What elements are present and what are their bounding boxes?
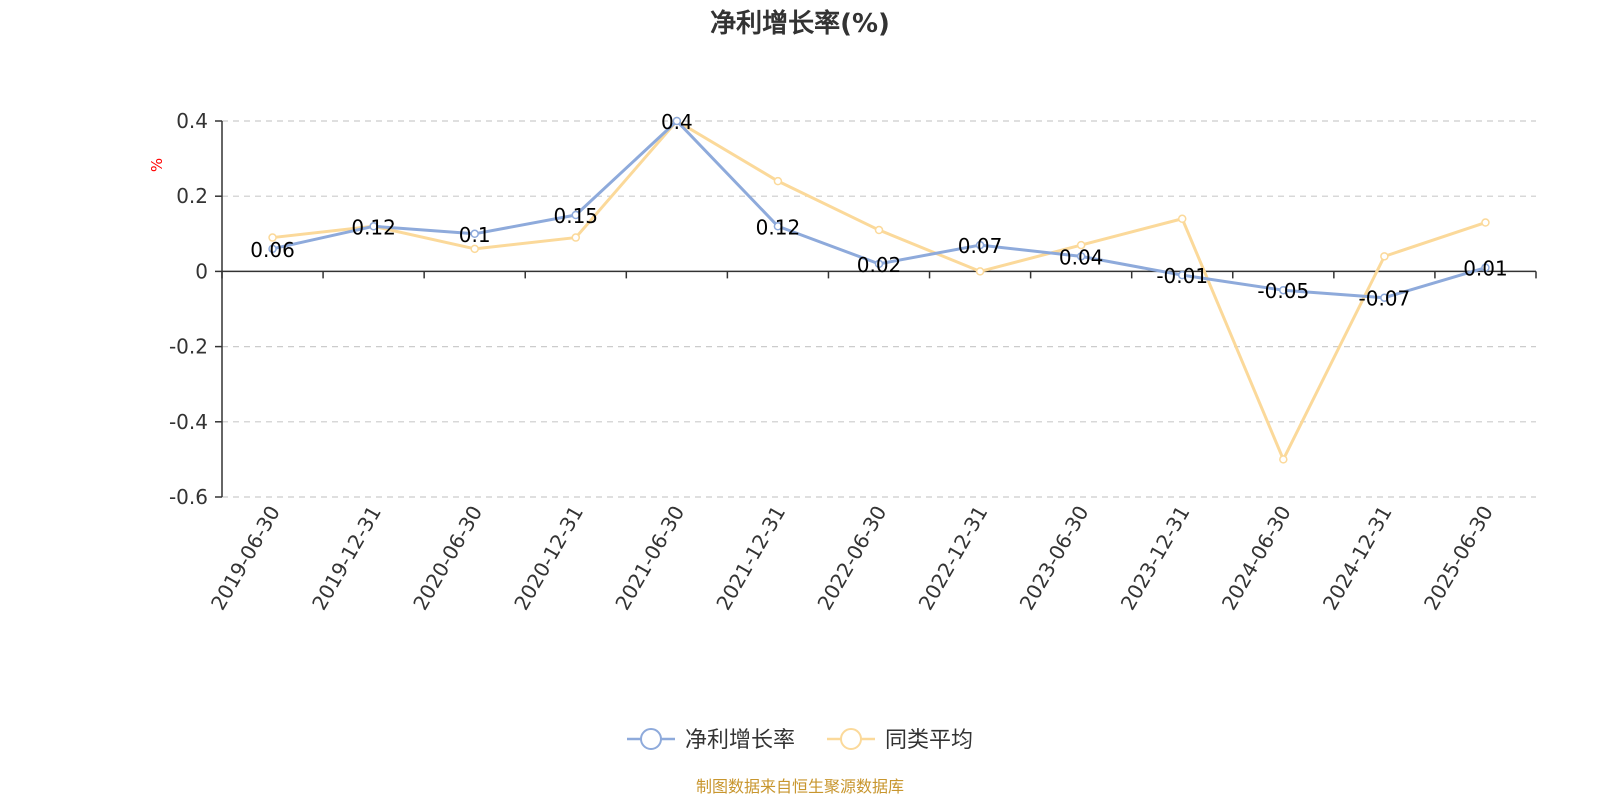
data-point-net-profit-growth[interactable] bbox=[571, 210, 581, 220]
data-labels: 0.06 0.12 0.1 0.15 0.4 0.12 0.02 0.07 0.04 -0.01 -… bbox=[250, 110, 1507, 311]
data-label: 0.12 bbox=[351, 215, 396, 239]
y-tick-label: 0 bbox=[195, 259, 208, 283]
x-tick-label: 2022-12-31 bbox=[914, 502, 993, 615]
data-point-peer-average[interactable] bbox=[470, 244, 479, 254]
data-point-net-profit-growth[interactable] bbox=[1481, 263, 1490, 272]
data-point-net-profit-growth[interactable] bbox=[1279, 285, 1288, 295]
data-label: 0.07 bbox=[958, 234, 1003, 258]
data-point-net-profit-growth[interactable] bbox=[470, 229, 479, 239]
data-point-net-profit-growth[interactable] bbox=[773, 222, 783, 231]
gridlines bbox=[222, 120, 1536, 498]
data-label: 0.1 bbox=[459, 223, 491, 247]
data-label: 0.12 bbox=[756, 215, 801, 239]
x-tick-label: 2025-06-30 bbox=[1419, 502, 1498, 615]
data-point-net-profit-growth[interactable] bbox=[874, 259, 884, 269]
y-tick-label: -0.4 bbox=[169, 410, 208, 434]
y-tick-label: 0.2 bbox=[176, 184, 208, 208]
data-label: 0.01 bbox=[1463, 257, 1508, 281]
x-tick-label: 2022-06-30 bbox=[812, 502, 891, 615]
data-point-net-profit-growth[interactable] bbox=[672, 116, 682, 126]
data-point-peer-average[interactable] bbox=[975, 267, 985, 276]
x-tick-label: 2020-12-31 bbox=[509, 502, 588, 615]
data-point-peer-average[interactable] bbox=[874, 225, 884, 235]
data-point-peer-average[interactable] bbox=[1076, 240, 1086, 250]
data-label: 0.06 bbox=[250, 238, 295, 262]
x-tick-label: 2020-06-30 bbox=[408, 502, 487, 615]
x-tick-label: 2019-12-31 bbox=[307, 502, 386, 615]
legend[interactable]: 净利增长率 同类平均 bbox=[627, 728, 973, 753]
data-label: -0.07 bbox=[1359, 287, 1411, 311]
data-label: -0.05 bbox=[1257, 279, 1309, 303]
data-label: 0.04 bbox=[1059, 245, 1104, 269]
legend-item-net-profit-growth[interactable]: 净利增长率 bbox=[627, 728, 795, 753]
data-point-peer-average[interactable] bbox=[773, 176, 783, 186]
y-tick-label: -0.6 bbox=[169, 485, 208, 509]
legend-circle-icon bbox=[640, 728, 662, 750]
data-point-net-profit-growth[interactable] bbox=[975, 240, 985, 250]
data-point-net-profit-growth[interactable] bbox=[369, 222, 378, 231]
data-label: -0.01 bbox=[1156, 264, 1208, 288]
x-tick-label: 2021-06-30 bbox=[610, 502, 689, 615]
data-point-peer-average[interactable] bbox=[1279, 455, 1288, 464]
y-tick-label: -0.2 bbox=[169, 335, 208, 359]
data-label: 0.4 bbox=[661, 110, 693, 134]
data-point-peer-average[interactable] bbox=[571, 233, 581, 242]
legend-item-peer-average[interactable]: 同类平均 bbox=[827, 728, 973, 753]
data-label: 0.02 bbox=[857, 253, 902, 277]
legend-label: 同类平均 bbox=[885, 728, 973, 753]
x-tick-label: 2023-06-30 bbox=[1015, 502, 1094, 615]
x-tick-label: 2019-06-30 bbox=[206, 502, 285, 615]
data-point-net-profit-growth[interactable] bbox=[1076, 252, 1086, 261]
chart-title: 净利增长率(%) bbox=[710, 8, 890, 39]
data-point-net-profit-growth[interactable] bbox=[1177, 270, 1187, 280]
x-tick-label: 2021-12-31 bbox=[711, 502, 790, 615]
data-point-peer-average[interactable] bbox=[1481, 218, 1490, 227]
source-note: 制图数据来自恒生聚源数据库 bbox=[696, 777, 904, 796]
data-point-peer-average[interactable] bbox=[1380, 252, 1389, 261]
data-label: 0.15 bbox=[554, 204, 599, 228]
series-lines bbox=[268, 116, 1490, 464]
x-tick-label: 2023-12-31 bbox=[1116, 502, 1195, 615]
x-tick-label: 2024-06-30 bbox=[1217, 502, 1296, 615]
data-point-net-profit-growth[interactable] bbox=[268, 244, 277, 254]
y-axis-unit-label: % bbox=[148, 158, 166, 172]
data-point-peer-average[interactable] bbox=[268, 233, 277, 242]
x-tick-label: 2024-12-31 bbox=[1318, 502, 1397, 615]
data-point-net-profit-growth[interactable] bbox=[1380, 293, 1389, 302]
legend-circle-icon bbox=[840, 728, 862, 750]
data-point-peer-average[interactable] bbox=[1177, 214, 1187, 224]
legend-label: 净利增长率 bbox=[685, 728, 795, 753]
y-tick-label: 0.4 bbox=[176, 109, 208, 133]
